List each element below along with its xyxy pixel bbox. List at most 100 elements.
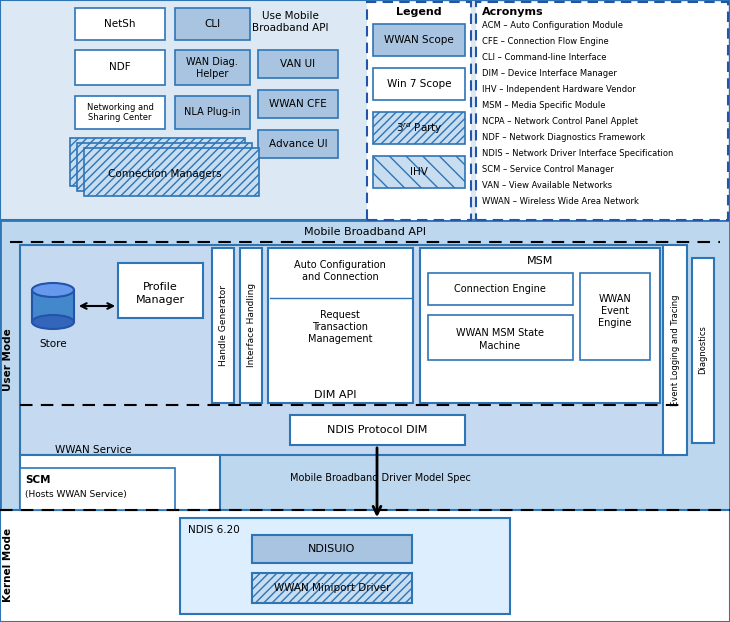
Bar: [32, 290, 74, 322]
Text: Interface Handling: Interface Handling: [247, 283, 255, 367]
Text: WWAN CFE: WWAN CFE: [269, 99, 327, 109]
Bar: [373, 112, 465, 144]
Bar: [252, 573, 412, 603]
Bar: [663, 245, 687, 455]
Text: Legend: Legend: [396, 7, 442, 17]
Text: Store: Store: [39, 339, 67, 349]
Text: IHV: IHV: [410, 167, 428, 177]
Text: Machine: Machine: [480, 341, 520, 351]
Text: Helper: Helper: [196, 69, 228, 79]
Text: NDIS 6.20: NDIS 6.20: [188, 525, 239, 535]
Bar: [258, 90, 338, 118]
Text: ACM – Auto Configuration Module: ACM – Auto Configuration Module: [482, 22, 623, 30]
Text: WWAN – Wireless Wide Area Network: WWAN – Wireless Wide Area Network: [482, 198, 639, 207]
Bar: [175, 8, 250, 40]
Bar: [240, 248, 262, 403]
Bar: [373, 24, 465, 56]
Text: Acronyms: Acronyms: [482, 7, 544, 17]
Bar: [212, 248, 234, 403]
Bar: [428, 273, 573, 305]
Bar: [476, 2, 728, 220]
Text: Advance UI: Advance UI: [269, 139, 327, 149]
Text: Sharing Center: Sharing Center: [88, 113, 152, 123]
Bar: [692, 258, 714, 443]
Bar: [20, 468, 175, 510]
Bar: [0, 220, 730, 510]
Text: Auto Configuration: Auto Configuration: [294, 260, 386, 270]
Bar: [20, 455, 220, 510]
Bar: [258, 130, 338, 158]
Text: SCM: SCM: [25, 475, 50, 485]
Text: WWAN Scope: WWAN Scope: [384, 35, 454, 45]
Text: Engine: Engine: [599, 318, 631, 328]
Ellipse shape: [32, 283, 74, 297]
Text: Mobile Broadband API: Mobile Broadband API: [304, 227, 426, 237]
Text: NDIS Protocol DIM: NDIS Protocol DIM: [327, 425, 427, 435]
Bar: [75, 50, 165, 85]
Bar: [77, 143, 252, 191]
Bar: [258, 50, 338, 78]
Text: Transaction: Transaction: [312, 322, 368, 332]
Text: VAN – View Available Networks: VAN – View Available Networks: [482, 182, 612, 190]
Text: NDIS – Network Driver Interface Specification: NDIS – Network Driver Interface Specific…: [482, 149, 673, 159]
Text: WWAN MSM State: WWAN MSM State: [456, 328, 544, 338]
Bar: [75, 96, 165, 129]
Bar: [420, 248, 660, 403]
Text: and Connection: and Connection: [301, 272, 378, 282]
Text: Management: Management: [308, 334, 372, 344]
Bar: [580, 273, 650, 360]
Text: VAN UI: VAN UI: [280, 59, 315, 69]
Bar: [75, 8, 165, 40]
Text: Event: Event: [601, 306, 629, 316]
Text: NLA Plug-in: NLA Plug-in: [184, 107, 240, 117]
Bar: [70, 138, 245, 186]
Text: WWAN Miniport Driver: WWAN Miniport Driver: [274, 583, 391, 593]
Bar: [84, 148, 259, 196]
Text: SCM – Service Control Manager: SCM – Service Control Manager: [482, 165, 614, 175]
Bar: [180, 518, 510, 614]
Text: User Mode: User Mode: [3, 328, 13, 391]
Text: WWAN: WWAN: [599, 294, 631, 304]
Text: Broadband API: Broadband API: [252, 23, 328, 33]
Bar: [175, 96, 250, 129]
Text: NDF – Network Diagnostics Framework: NDF – Network Diagnostics Framework: [482, 134, 645, 142]
Text: (Hosts WWAN Service): (Hosts WWAN Service): [25, 491, 127, 499]
Text: WWAN Service: WWAN Service: [55, 445, 131, 455]
Text: Profile: Profile: [142, 282, 177, 292]
Bar: [268, 248, 413, 403]
Text: IHV – Independent Hardware Vendor: IHV – Independent Hardware Vendor: [482, 85, 636, 95]
Bar: [373, 156, 465, 188]
Text: Use Mobile: Use Mobile: [261, 11, 318, 21]
Text: NDF: NDF: [110, 62, 131, 72]
Text: Connection Engine: Connection Engine: [454, 284, 546, 294]
Text: CLI – Command-line Interface: CLI – Command-line Interface: [482, 53, 607, 62]
Text: Diagnostics: Diagnostics: [699, 325, 707, 374]
Text: Handle Generator: Handle Generator: [218, 284, 228, 366]
Text: DIM – Device Interface Manager: DIM – Device Interface Manager: [482, 70, 617, 78]
Text: 3$^{rd}$ Party: 3$^{rd}$ Party: [396, 120, 442, 136]
Text: Mobile Broadband Driver Model Spec: Mobile Broadband Driver Model Spec: [290, 473, 470, 483]
Bar: [252, 535, 412, 563]
Text: MSM: MSM: [527, 256, 553, 266]
Text: Manager: Manager: [136, 295, 185, 305]
Text: Connection Managers: Connection Managers: [108, 169, 222, 179]
Text: DIM API: DIM API: [314, 390, 356, 400]
Bar: [20, 245, 675, 455]
Text: Networking and: Networking and: [87, 103, 153, 111]
Text: NCPA – Network Control Panel Applet: NCPA – Network Control Panel Applet: [482, 118, 638, 126]
Text: Win 7 Scope: Win 7 Scope: [387, 79, 451, 89]
Text: Request: Request: [320, 310, 360, 320]
Bar: [175, 50, 250, 85]
Text: CFE – Connection Flow Engine: CFE – Connection Flow Engine: [482, 37, 609, 47]
Bar: [373, 68, 465, 100]
Text: WAN Diag.: WAN Diag.: [186, 57, 238, 67]
Text: Event Logging and Tracing: Event Logging and Tracing: [670, 294, 680, 406]
Text: NDISUIO: NDISUIO: [308, 544, 356, 554]
Text: CLI: CLI: [204, 19, 220, 29]
Bar: [0, 0, 730, 220]
Bar: [367, 2, 471, 220]
Text: MSM – Media Specific Module: MSM – Media Specific Module: [482, 101, 605, 111]
Bar: [0, 510, 730, 622]
Bar: [118, 263, 203, 318]
Text: Kernel Mode: Kernel Mode: [3, 528, 13, 602]
